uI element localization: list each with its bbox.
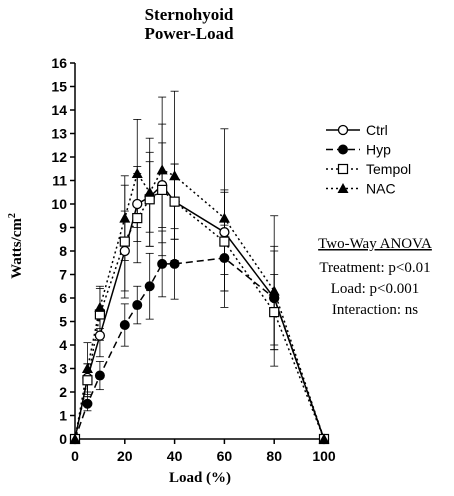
y-tick-label: 9 — [59, 220, 67, 236]
data-point-nac — [81, 363, 93, 373]
y-tick-label: 2 — [59, 384, 67, 400]
series-line-ctrl — [74, 184, 325, 440]
chart-title: Sternohyoid — [145, 5, 234, 24]
series-line-hyp — [74, 257, 325, 440]
series-points-tempol — [69, 184, 330, 445]
y-tick-label: 11 — [52, 173, 67, 189]
error-bars-tempol — [83, 123, 279, 398]
anova-interaction: Interaction: ns — [332, 302, 418, 318]
error-bars-nac — [83, 90, 279, 395]
y-tick-label: 7 — [59, 267, 67, 283]
legend: Ctrl Hyp Tempol NAC — [326, 122, 411, 197]
y-tick-label: 16 — [51, 55, 67, 71]
legend-label-hyp: Hyp — [366, 142, 391, 158]
x-tick-label: 80 — [266, 448, 282, 464]
data-point-nac — [94, 301, 106, 312]
data-point-hyp — [157, 258, 168, 269]
data-point-ctrl — [119, 245, 130, 257]
x-tick-label: 20 — [117, 448, 133, 464]
chart-subtitle: Power-Load — [144, 24, 234, 43]
data-point-nac — [268, 285, 280, 296]
data-point-nac — [131, 167, 143, 178]
data-point-nac — [144, 186, 156, 197]
data-point-tempol — [119, 236, 130, 247]
x-tick-label: 0 — [71, 448, 79, 464]
data-point-hyp — [119, 320, 130, 331]
legend-label-ctrl: Ctrl — [366, 122, 388, 138]
data-point-tempol — [157, 184, 168, 195]
data-point-tempol — [169, 196, 180, 207]
y-tick-label: 10 — [51, 196, 67, 212]
series-line-tempol — [74, 188, 325, 440]
data-point-tempol — [219, 236, 230, 247]
data-point-tempol — [269, 307, 280, 318]
svg-text:Watts/cm2: Watts/cm2 — [7, 213, 25, 279]
data-point-nac — [119, 212, 131, 223]
data-point-hyp — [169, 258, 180, 269]
y-tick-label: 14 — [51, 102, 67, 118]
series-line-nac — [74, 168, 325, 440]
legend-marker-hyp — [338, 144, 348, 155]
y-tick-label: 5 — [59, 314, 67, 330]
legend-label-nac: NAC — [366, 181, 396, 197]
data-point-hyp — [82, 398, 93, 409]
data-point-ctrl — [132, 198, 143, 210]
data-point-ctrl — [219, 227, 230, 238]
anova-load: Load: p<0.001 — [331, 281, 419, 297]
data-point-nac — [156, 164, 168, 175]
data-point-hyp — [219, 253, 230, 264]
data-point-nac — [69, 433, 81, 444]
data-point-nac — [318, 433, 330, 444]
y-tick-label: 4 — [59, 337, 67, 353]
series-points-nac — [69, 164, 330, 444]
series-points-hyp — [70, 253, 329, 444]
x-axis-label: Load (%) — [169, 470, 231, 486]
legend-label-tempol: Tempol — [366, 161, 411, 177]
legend-marker-ctrl — [337, 124, 349, 136]
data-point-tempol — [82, 375, 93, 386]
x-tick-label: 100 — [312, 448, 336, 464]
anova-treatment: Treatment: p<0.01 — [319, 260, 430, 276]
y-axis-title: Watts/cm2 — [7, 213, 25, 279]
anova-annotation: Two-Way ANOVA Treatment: p<0.01 Load: p<… — [318, 236, 432, 318]
y-tick-label: 15 — [51, 79, 67, 95]
x-tick-label: 40 — [167, 448, 183, 464]
data-point-hyp — [94, 370, 105, 381]
y-tick-label: 12 — [51, 149, 67, 165]
y-tick-label: 6 — [59, 290, 67, 306]
error-bars-ctrl — [83, 142, 279, 393]
data-point-nac — [218, 212, 230, 223]
anova-title: Two-Way ANOVA — [318, 236, 432, 252]
y-tick-label: 13 — [51, 126, 67, 142]
data-point-tempol — [132, 213, 143, 224]
y-tick-label: 3 — [59, 361, 67, 377]
data-point-hyp — [144, 281, 155, 292]
y-axis-label: Watts/cm — [9, 218, 25, 279]
y-tick-label: 1 — [59, 408, 67, 424]
x-tick-label: 60 — [217, 448, 233, 464]
legend-marker-nac — [337, 183, 349, 193]
y-tick-label: 0 — [59, 431, 67, 447]
legend-marker-tempol — [337, 163, 349, 175]
data-point-hyp — [132, 300, 143, 311]
y-tick-label: 8 — [59, 243, 67, 259]
y-axis-label-superscript: 2 — [7, 213, 18, 218]
error-bars-hyp — [83, 224, 279, 412]
data-point-ctrl — [94, 330, 106, 341]
series-points-ctrl — [69, 180, 330, 445]
data-point-nac — [169, 170, 181, 181]
